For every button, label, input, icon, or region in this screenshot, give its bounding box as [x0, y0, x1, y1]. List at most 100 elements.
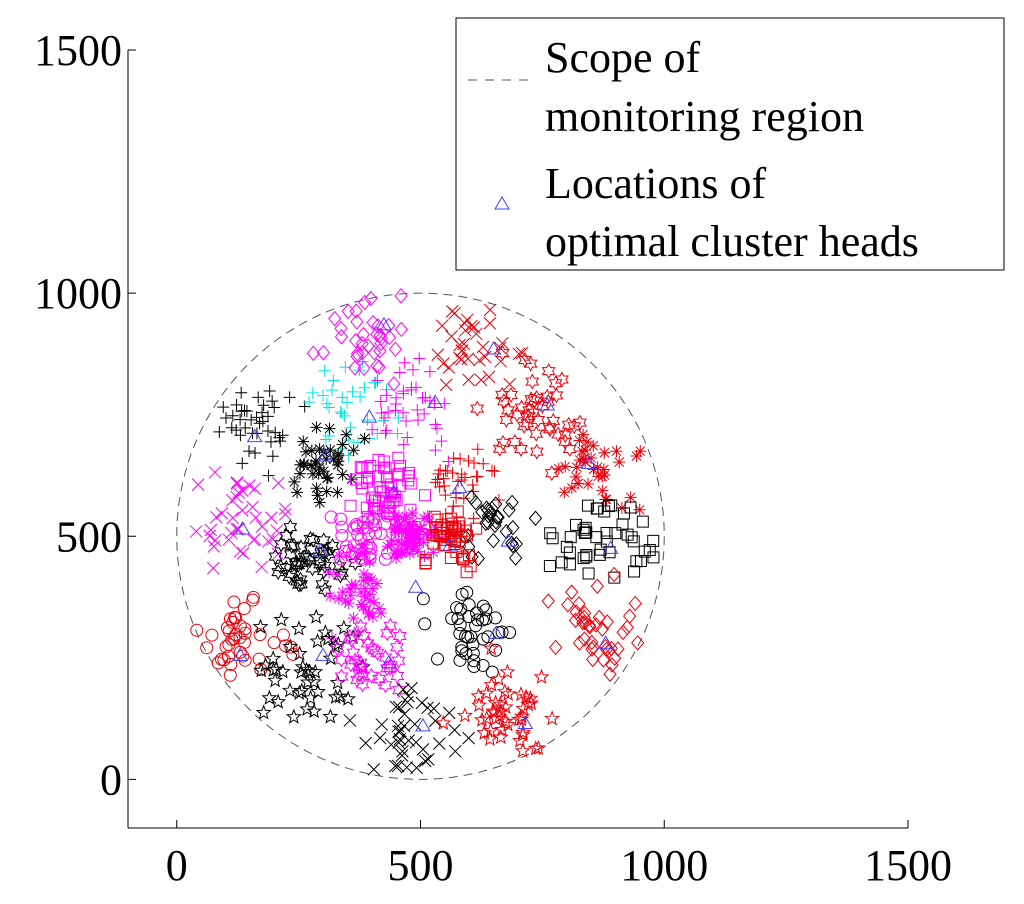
legend-triangle-swatch [494, 196, 510, 210]
sensor-node [428, 510, 441, 523]
sensor-node [313, 443, 326, 456]
sensor-node [530, 739, 547, 756]
sensor-node [306, 386, 319, 399]
sensor-node [461, 527, 475, 544]
sensor-node [499, 663, 516, 679]
sensor-node [503, 626, 517, 640]
sensor-node [392, 725, 405, 738]
sensor-node [391, 759, 405, 773]
sensor-node [213, 425, 226, 438]
sensor-node [446, 521, 459, 534]
sensor-node [496, 683, 513, 699]
sensor-node [478, 684, 495, 701]
sensor-node [361, 338, 375, 354]
sensor-node [421, 510, 434, 523]
sensor-node [435, 435, 448, 448]
sensor-node [397, 385, 410, 398]
sensor-node [473, 711, 490, 727]
sensor-node [391, 469, 404, 482]
sensor-node [354, 390, 367, 403]
sensor-node [418, 617, 432, 631]
sensor-node [512, 347, 526, 361]
sensor-node [191, 478, 205, 491]
sensor-node [270, 693, 287, 709]
sensor-node [565, 481, 578, 494]
sensor-node [256, 406, 269, 419]
sensor-node [257, 399, 270, 412]
sensor-node [405, 523, 418, 536]
sensor-node [576, 614, 590, 631]
sensor-node [238, 626, 252, 640]
sensor-node [515, 700, 532, 716]
sensor-node [514, 726, 531, 742]
sensor-node [416, 592, 430, 606]
cluster-black-x [343, 681, 476, 776]
sensor-node [285, 708, 302, 724]
sensor-node [413, 533, 426, 546]
sensor-node [499, 411, 514, 428]
sensor-node [492, 729, 509, 745]
sensor-node [604, 640, 619, 657]
sensor-node [385, 487, 398, 500]
sensor-node [483, 505, 498, 522]
sensor-node [522, 402, 536, 419]
sensor-node [298, 457, 311, 470]
sensor-node [373, 327, 387, 344]
sensor-node [607, 650, 622, 667]
sensor-node [636, 515, 649, 528]
sensor-node [273, 611, 290, 627]
axes: 0 500 1000 1500 0 500 1000 1500 [34, 26, 952, 890]
x-tick-label: 1000 [620, 841, 708, 890]
sensor-node [320, 452, 333, 465]
sensor-node [309, 633, 326, 649]
sensor-node [257, 656, 274, 673]
sensor-node [406, 363, 419, 376]
sensor-node [591, 461, 604, 474]
sensor-node [418, 754, 432, 768]
sensor-node [602, 499, 615, 512]
sensor-node [210, 510, 223, 524]
sensor-node [590, 578, 604, 595]
sensor-node [349, 579, 362, 592]
sensor-node [391, 719, 405, 733]
sensor-node [410, 761, 423, 775]
sensor-node [315, 576, 330, 593]
sensor-node [305, 459, 318, 472]
sensor-node [418, 512, 431, 525]
sensor-node [374, 335, 388, 352]
sensor-node [583, 619, 597, 635]
sensor-node [400, 511, 413, 524]
sensor-node [580, 548, 593, 561]
sensor-node [568, 612, 583, 629]
sensor-node [310, 421, 323, 434]
sensor-node [598, 446, 611, 459]
sensor-node [590, 502, 603, 515]
sensor-node [392, 411, 405, 424]
sensor-node [390, 667, 405, 685]
sensor-node [497, 713, 514, 729]
sensor-node [316, 562, 331, 580]
sensor-node [357, 567, 370, 580]
sensor-node [323, 401, 336, 414]
sensor-node [319, 543, 334, 560]
sensor-node [393, 366, 406, 379]
sensor-node [600, 527, 613, 540]
sensor-node [453, 536, 466, 549]
sensor-node [476, 599, 490, 613]
sensor-node [509, 550, 523, 566]
sensor-node [371, 577, 384, 590]
cluster-head-marker [427, 394, 443, 409]
sensor-node [603, 666, 617, 683]
sensor-node [368, 376, 381, 389]
sensor-node [357, 600, 370, 613]
sensor-node [390, 391, 403, 404]
sensor-node [624, 491, 637, 504]
sensor-node [462, 549, 475, 562]
sensor-node [392, 467, 405, 480]
sensor-node [274, 536, 289, 553]
sensor-node [496, 434, 510, 451]
sensor-node [327, 374, 340, 387]
cluster-head-marker [315, 647, 331, 661]
legend-label: optimal cluster heads [545, 217, 919, 266]
sensor-node [356, 326, 371, 343]
